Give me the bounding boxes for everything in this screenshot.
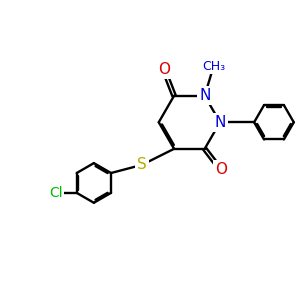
Text: N: N xyxy=(199,88,210,103)
Text: O: O xyxy=(215,162,227,177)
Text: CH₃: CH₃ xyxy=(202,60,225,73)
Text: S: S xyxy=(137,158,147,172)
Text: Cl: Cl xyxy=(49,186,62,200)
Text: O: O xyxy=(215,162,227,177)
Text: O: O xyxy=(158,62,170,77)
Text: CH₃: CH₃ xyxy=(202,60,225,73)
Text: N: N xyxy=(214,115,226,130)
Text: S: S xyxy=(137,158,147,172)
Text: Cl: Cl xyxy=(49,186,62,200)
Text: O: O xyxy=(158,62,170,77)
